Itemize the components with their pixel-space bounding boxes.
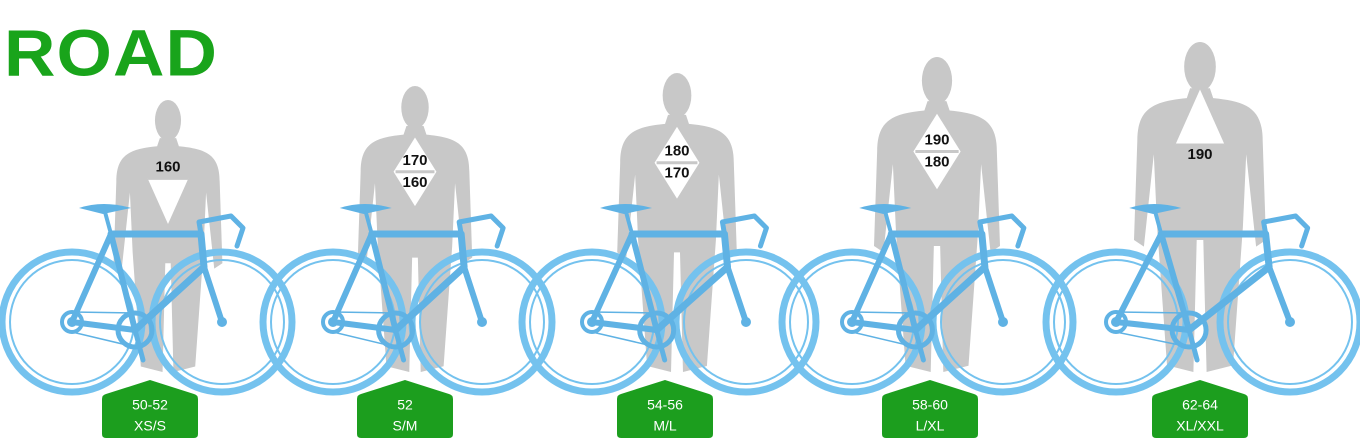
size-badge: [357, 380, 453, 438]
frame: [589, 231, 660, 333]
frame: [887, 230, 989, 334]
size-label: S/M: [393, 418, 418, 434]
size-label: L/XL: [916, 418, 945, 434]
frame: [849, 231, 919, 333]
size-badge: [617, 380, 713, 438]
frame: [107, 230, 208, 334]
frame: [456, 213, 506, 249]
frame: [332, 331, 397, 348]
head: [662, 73, 692, 118]
frame: [1115, 311, 1190, 314]
frame: [654, 327, 668, 363]
badges: 50-52 XS/S 52 S/M 54-56 M/L 58-60 L/XL 62-64 XL/X…: [102, 380, 1248, 438]
frame: [1157, 230, 1273, 334]
size-badge: [102, 380, 198, 438]
frame: [393, 327, 407, 363]
size-label: XL/XXL: [1176, 418, 1224, 434]
frame: [1115, 331, 1190, 348]
height-marker: [147, 178, 189, 225]
height-label: 170: [664, 165, 689, 182]
height-marker: [1175, 89, 1225, 145]
rim: [1227, 259, 1353, 385]
silhouette: [357, 126, 473, 372]
height-label: 160: [402, 174, 427, 191]
bikes: [0, 204, 1360, 396]
height-label: 170: [402, 152, 427, 169]
size-label: XS/S: [134, 418, 166, 434]
title: ROAD: [4, 15, 218, 89]
saddle: [1129, 204, 1182, 214]
size-badge: [882, 380, 978, 438]
frame: [332, 311, 397, 314]
rim: [940, 259, 1066, 385]
frame-size: 54-56: [647, 397, 683, 413]
saddle: [600, 204, 653, 214]
wheel: [672, 248, 820, 396]
frame: [201, 264, 225, 325]
head: [1184, 42, 1216, 92]
frame: [591, 331, 658, 348]
frame: [719, 213, 769, 249]
frame: [363, 210, 374, 236]
frame: [851, 311, 917, 314]
saddle: [859, 204, 912, 214]
rim: [1053, 259, 1179, 385]
wheel: [1216, 248, 1360, 396]
height-label: 160: [155, 159, 180, 176]
frame: [330, 231, 399, 333]
saddle: [79, 204, 131, 214]
frame-size: 62-64: [1182, 397, 1218, 413]
silhouette: [617, 114, 737, 373]
frame: [1113, 231, 1193, 333]
height-label: 180: [664, 143, 689, 160]
frame-size: 52: [397, 397, 413, 413]
head: [921, 57, 953, 105]
figures: [113, 42, 1266, 373]
frame: [1266, 264, 1293, 325]
frame: [724, 264, 749, 325]
size-badge: [1152, 380, 1248, 438]
rim: [683, 259, 809, 385]
frame: [71, 331, 136, 348]
frame: [196, 213, 246, 249]
height-label: 180: [924, 153, 949, 170]
frame: [1153, 210, 1164, 236]
head: [154, 100, 182, 141]
rim: [419, 259, 545, 385]
markers: 160 170 160 180 170 190 180 190: [147, 89, 1225, 225]
frame: [103, 210, 113, 236]
frame: [461, 264, 485, 325]
frame: [69, 231, 138, 333]
height-label: 190: [1187, 146, 1212, 163]
rim: [159, 259, 285, 385]
height-label: 190: [924, 131, 949, 148]
frame: [883, 210, 894, 236]
frame: [132, 327, 146, 363]
frame-size: 50-52: [132, 397, 168, 413]
frame: [977, 213, 1027, 249]
size-label: M/L: [653, 418, 677, 434]
frame: [628, 230, 732, 334]
saddle: [339, 204, 392, 214]
frame: [1186, 327, 1200, 363]
frame: [368, 230, 468, 334]
frame-size: 58-60: [912, 397, 948, 413]
frame: [981, 264, 1006, 325]
frame: [71, 311, 136, 314]
frame: [851, 331, 917, 348]
silhouette: [1134, 88, 1266, 372]
frame: [912, 327, 926, 363]
head: [401, 86, 429, 129]
frame: [591, 311, 658, 314]
frame: [624, 210, 635, 236]
frame: [1261, 213, 1311, 249]
